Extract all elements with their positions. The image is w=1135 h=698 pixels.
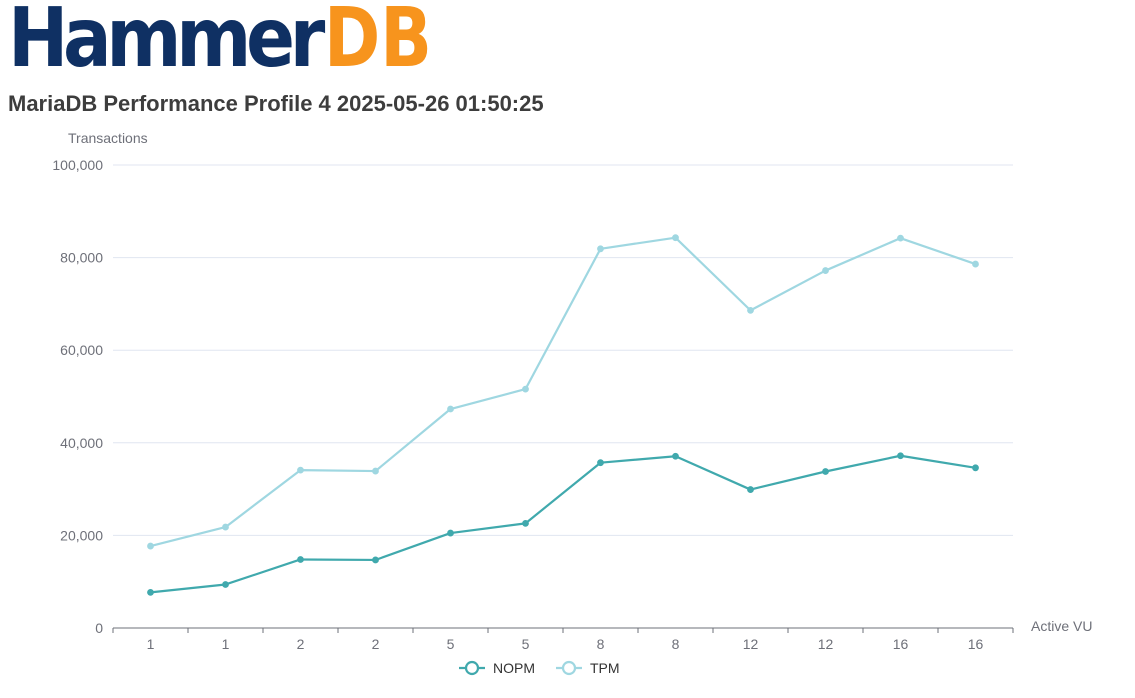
page-title: MariaDB Performance Profile 4 2025-05-26…	[8, 91, 544, 116]
x-tick-label: 1	[147, 636, 155, 652]
x-axis: 1 1 2 2 5 5 8 8 12 12 16 16	[112, 627, 1014, 652]
data-point	[597, 459, 604, 467]
data-point	[597, 245, 604, 253]
x-tick-label: 5	[447, 636, 455, 652]
data-point	[747, 306, 754, 314]
data-point	[972, 464, 979, 472]
legend-label: NOPM	[493, 660, 535, 676]
x-tick-label: 12	[818, 636, 834, 652]
chart-grid	[113, 164, 1013, 536]
data-point	[672, 452, 679, 460]
data-point	[522, 519, 529, 527]
y-tick-label: 60,000	[60, 342, 103, 358]
y-axis-label: Transactions	[68, 130, 148, 146]
y-tick-label: 100,000	[52, 157, 103, 173]
series-nopm	[147, 452, 979, 596]
legend-marker-icon	[561, 660, 577, 676]
y-axis: 0 20,000 40,000 60,000 80,000 100,000	[52, 157, 103, 636]
data-point	[372, 556, 379, 564]
logo-text-db: DB	[324, 0, 432, 76]
data-point	[822, 267, 829, 274]
data-point	[897, 234, 904, 242]
data-point	[222, 581, 229, 588]
data-point	[447, 529, 454, 537]
legend-item-nopm: NOPM	[459, 660, 535, 676]
x-tick-label: 16	[968, 636, 984, 652]
data-point	[447, 405, 454, 413]
data-point	[297, 556, 304, 563]
chart-legend: NOPM TPM	[459, 660, 620, 676]
x-tick-label: 8	[672, 636, 680, 652]
x-tick-label: 1	[222, 636, 230, 652]
data-point	[672, 234, 679, 242]
hammerdb-logo: Hammer DB	[8, 0, 432, 76]
data-point	[747, 486, 754, 493]
y-tick-label: 40,000	[60, 435, 103, 451]
legend-marker-icon	[464, 660, 480, 676]
legend-item-tpm: TPM	[556, 660, 620, 676]
x-tick-label: 5	[522, 636, 530, 652]
y-tick-label: 20,000	[60, 527, 103, 543]
data-point	[147, 542, 154, 550]
x-tick-label: 12	[743, 636, 759, 652]
x-tick-label: 8	[597, 636, 605, 652]
x-tick-label: 16	[893, 636, 909, 652]
legend-label: TPM	[590, 660, 620, 676]
chart-series	[147, 234, 979, 596]
data-point	[297, 466, 304, 474]
logo-text-hammer: Hammer	[8, 0, 326, 76]
series-tpm	[147, 234, 979, 550]
data-point	[522, 385, 529, 393]
data-point	[222, 523, 229, 531]
x-tick-label: 2	[372, 636, 380, 652]
series-line	[150, 454, 976, 594]
data-point	[822, 468, 829, 475]
series-line	[150, 236, 976, 548]
y-tick-label: 0	[95, 620, 103, 636]
data-point	[897, 452, 904, 460]
data-point	[372, 467, 379, 475]
x-tick-label: 2	[297, 636, 305, 652]
x-axis-label: Active VU	[1031, 618, 1092, 634]
data-point	[147, 588, 154, 596]
y-tick-label: 80,000	[60, 250, 103, 266]
data-point	[972, 260, 979, 268]
